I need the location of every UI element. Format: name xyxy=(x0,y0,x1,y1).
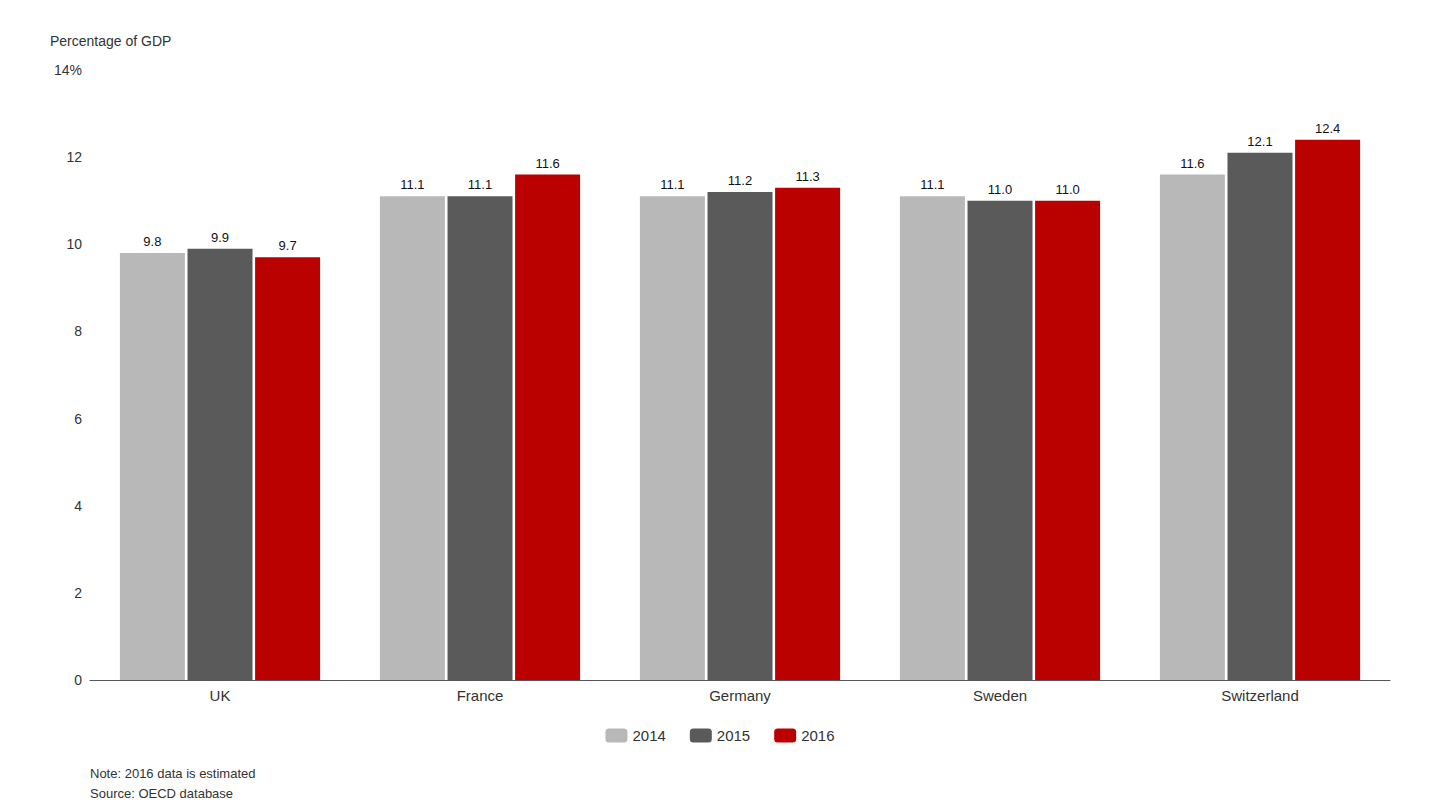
svg-text:11.2: 11.2 xyxy=(728,173,752,188)
svg-text:11.0: 11.0 xyxy=(988,182,1012,197)
svg-text:11.0: 11.0 xyxy=(1055,182,1079,197)
svg-text:6: 6 xyxy=(74,411,82,427)
svg-text:0: 0 xyxy=(74,672,82,688)
svg-text:France: France xyxy=(457,687,504,704)
svg-text:12.1: 12.1 xyxy=(1247,134,1272,149)
svg-text:10: 10 xyxy=(66,236,82,252)
svg-text:Sweden: Sweden xyxy=(973,687,1027,704)
svg-text:Germany: Germany xyxy=(709,687,771,704)
svg-text:11.6: 11.6 xyxy=(535,156,559,171)
svg-text:Source: OECD database: Source: OECD database xyxy=(90,786,233,801)
svg-text:4: 4 xyxy=(74,498,82,514)
svg-text:Note: 2016 data is estimated: Note: 2016 data is estimated xyxy=(90,766,256,781)
svg-text:11.1: 11.1 xyxy=(400,177,424,192)
svg-text:9.9: 9.9 xyxy=(211,230,229,245)
svg-text:11.3: 11.3 xyxy=(795,169,819,184)
svg-text:11.6: 11.6 xyxy=(1180,156,1204,171)
svg-text:11.1: 11.1 xyxy=(920,177,944,192)
svg-text:14%: 14% xyxy=(54,62,82,78)
svg-text:2: 2 xyxy=(74,585,82,601)
svg-text:2016: 2016 xyxy=(801,727,834,744)
svg-text:12: 12 xyxy=(66,149,82,165)
svg-text:2014: 2014 xyxy=(632,727,665,744)
svg-text:12.4: 12.4 xyxy=(1315,121,1340,136)
svg-text:8: 8 xyxy=(74,323,82,339)
svg-text:11.1: 11.1 xyxy=(660,177,684,192)
svg-text:Percentage of GDP: Percentage of GDP xyxy=(50,33,171,49)
svg-text:2015: 2015 xyxy=(717,727,750,744)
svg-text:11.1: 11.1 xyxy=(468,177,492,192)
svg-text:Switzerland: Switzerland xyxy=(1221,687,1299,704)
svg-text:9.7: 9.7 xyxy=(279,238,297,253)
svg-text:UK: UK xyxy=(210,687,231,704)
svg-text:9.8: 9.8 xyxy=(143,234,161,249)
